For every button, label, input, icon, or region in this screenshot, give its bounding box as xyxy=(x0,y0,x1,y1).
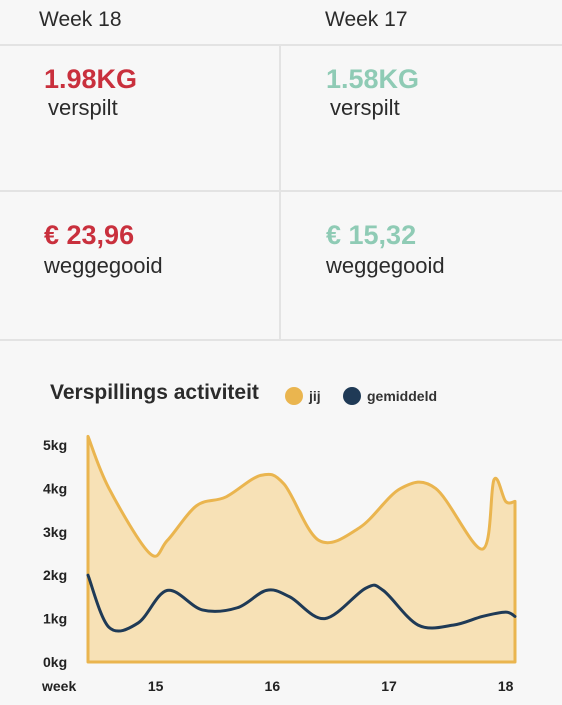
y-tick-label: 3kg xyxy=(43,524,67,540)
previous-weight-value: 1.58KG xyxy=(326,64,420,94)
series-area-0 xyxy=(86,434,517,664)
legend-label-you: jij xyxy=(309,388,321,404)
current-money-value: € 23,96 xyxy=(44,220,135,250)
grid-divider-middle xyxy=(0,190,562,192)
week-header: Week 18 Week 17 xyxy=(0,0,562,46)
current-weight-label: verspilt xyxy=(48,95,118,120)
current-weight-value: 1.98KG xyxy=(44,64,138,94)
x-tick-label: 15 xyxy=(148,678,164,694)
x-tick-label: 17 xyxy=(381,678,397,694)
previous-weight-cell: 1.58KG verspilt xyxy=(282,44,562,191)
grid-divider-bottom xyxy=(0,339,562,341)
legend-dot-you xyxy=(285,387,303,405)
y-tick-label: 2kg xyxy=(43,567,67,583)
y-tick-label: 0kg xyxy=(43,654,67,670)
current-week-label: Week 18 xyxy=(39,8,122,31)
legend-label-average: gemiddeld xyxy=(367,388,438,404)
x-axis-label: week xyxy=(41,678,76,694)
chart-title: Verspillings activiteit xyxy=(50,381,259,404)
series-line-1 xyxy=(86,573,517,633)
previous-money-label: weggegooid xyxy=(326,253,445,278)
x-axis: week 15 16 17 18 xyxy=(41,678,514,694)
stats-grid: 1.98KG verspilt 1.58KG verspilt € 23,96 … xyxy=(0,44,562,342)
grid-divider-vertical xyxy=(279,44,281,340)
x-tick-label: 18 xyxy=(498,678,514,694)
chart-series xyxy=(86,434,517,664)
waste-activity-chart: 0kg 1kg 2kg 3kg 4kg 5kg week 15 16 17 18 xyxy=(41,434,517,694)
y-tick-label: 5kg xyxy=(43,437,67,453)
previous-money-value: € 15,32 xyxy=(326,220,417,250)
current-weight-cell: 1.98KG verspilt xyxy=(0,44,280,191)
x-tick-label: 16 xyxy=(265,678,281,694)
current-money-cell: € 23,96 weggegooid xyxy=(0,192,280,339)
previous-weight-label: verspilt xyxy=(330,95,400,120)
previous-money-cell: € 15,32 weggegooid xyxy=(282,192,562,339)
legend-dot-average xyxy=(343,387,361,405)
previous-week-label: Week 17 xyxy=(325,8,408,31)
y-tick-label: 1kg xyxy=(43,611,67,627)
y-axis: 0kg 1kg 2kg 3kg 4kg 5kg xyxy=(43,437,67,670)
y-tick-label: 4kg xyxy=(43,480,67,496)
current-money-label: weggegooid xyxy=(44,253,163,278)
